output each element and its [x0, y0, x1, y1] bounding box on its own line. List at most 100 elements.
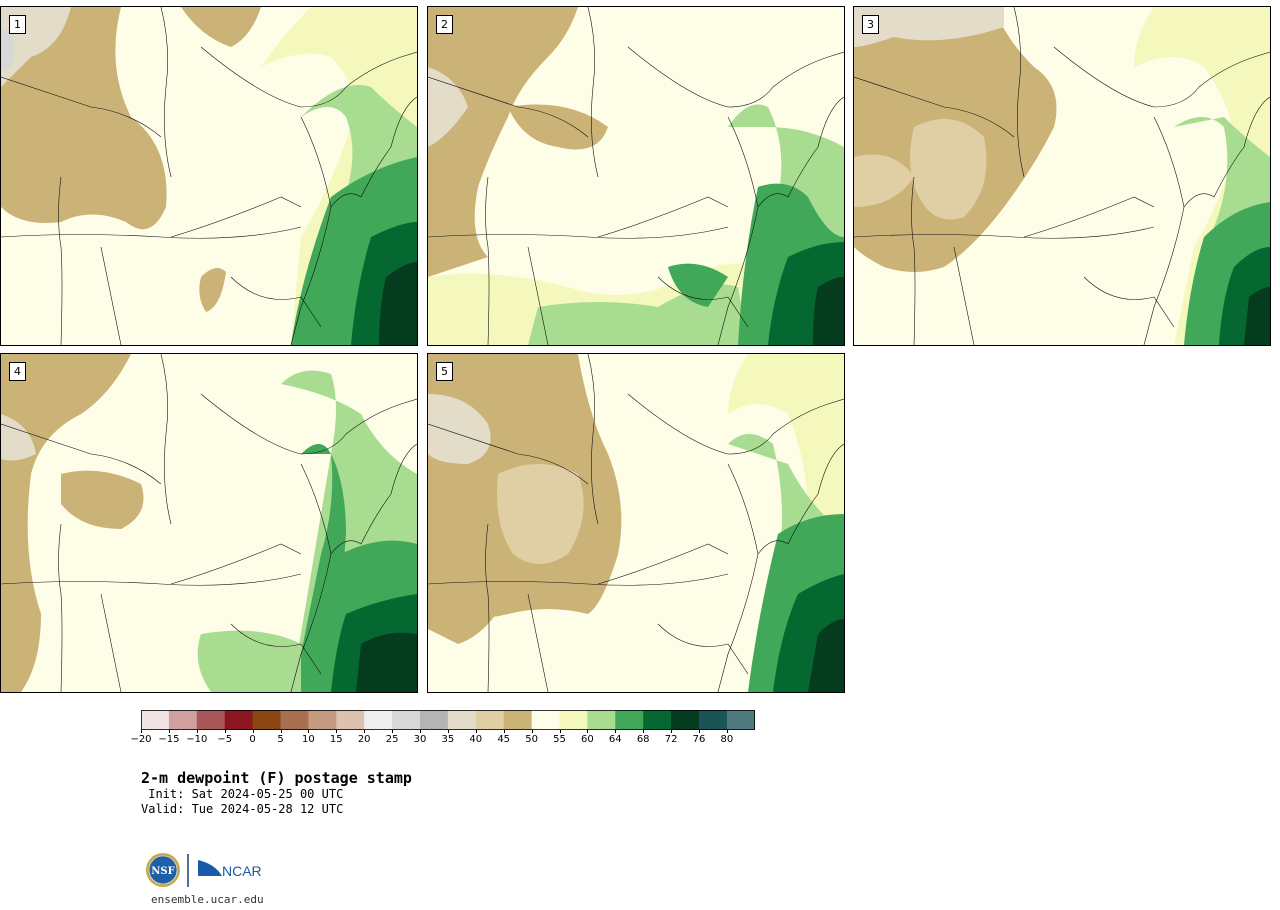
boundary-line — [854, 76, 1015, 138]
dewpoint-region — [1, 414, 36, 461]
colorbar-tick-label: 50 — [525, 734, 538, 745]
colorbar-swatch — [336, 710, 365, 730]
dewpoint-region — [428, 394, 491, 464]
dewpoint-region — [854, 154, 914, 207]
colorbar-swatch — [559, 710, 588, 730]
dewpoint-region — [668, 263, 728, 307]
colorbar-tick-label: 60 — [581, 734, 594, 745]
colorbar-swatch — [392, 710, 421, 730]
boundary-line — [58, 523, 63, 692]
colorbar-tick — [280, 730, 282, 733]
dewpoint-region — [808, 619, 844, 692]
logos: NSF NCAR — [146, 853, 262, 887]
colorbar-tick-label: 0 — [249, 734, 256, 745]
boundary-line — [1, 76, 162, 138]
boundary-line — [1053, 46, 1270, 108]
map-panel-1: 1 — [0, 6, 418, 346]
boundary-line — [230, 623, 322, 675]
colorbar-swatch — [531, 710, 560, 730]
boundary-line — [527, 246, 549, 345]
colorbar-swatch — [447, 710, 477, 730]
boundary-line — [200, 46, 417, 108]
boundary-line — [428, 226, 729, 239]
ncar-logo: NCAR — [198, 860, 262, 879]
dewpoint-region — [61, 470, 144, 529]
boundary-line — [854, 226, 1155, 239]
colorbar-swatch — [615, 710, 644, 730]
boundary-line — [627, 46, 844, 108]
colorbar-tick — [671, 730, 673, 733]
colorbar-tick-label: 10 — [302, 734, 315, 745]
dewpoint-region — [428, 67, 468, 147]
boundary-line — [100, 593, 122, 692]
colorbar-swatch — [726, 710, 755, 730]
boundary-line — [290, 116, 332, 345]
panel-number-label: 2 — [436, 15, 453, 34]
boundary-line — [58, 176, 63, 345]
colorbar-tick — [447, 730, 449, 733]
map-panel-4: 4 — [0, 353, 418, 693]
panel-number-label: 4 — [9, 362, 26, 381]
colorbar-tick-label: −5 — [217, 734, 233, 745]
dewpoint-region — [508, 104, 608, 150]
colorbar-tick-label: 35 — [441, 734, 455, 745]
boundary-line — [527, 593, 549, 692]
colorbar-tick-label: −20 — [130, 734, 152, 745]
dewpoint-map-5 — [428, 354, 844, 692]
svg-text:NCAR: NCAR — [222, 863, 262, 879]
colorbar-swatch — [699, 710, 728, 730]
colorbar-tick-label: −10 — [186, 734, 208, 745]
boundary-line — [290, 463, 332, 692]
colorbar-tick — [224, 730, 226, 733]
init-time: Init: Sat 2024-05-25 00 UTC — [141, 787, 344, 801]
boundary-line — [230, 276, 322, 328]
dewpoint-region — [199, 268, 226, 312]
dewpoint-region — [181, 7, 261, 47]
boundary-line — [1083, 276, 1175, 328]
colorbar-swatch — [196, 710, 226, 730]
panel-number-label: 5 — [436, 362, 453, 381]
dewpoint-region — [197, 630, 301, 692]
boundary-line — [953, 246, 975, 345]
boundary-line — [428, 76, 589, 138]
boundary-line — [170, 543, 302, 585]
boundary-line — [428, 573, 729, 586]
svg-text:NSF: NSF — [151, 866, 174, 877]
colorbar-swatch — [671, 710, 700, 730]
boundary-line — [587, 354, 599, 525]
colorbar-swatch — [280, 710, 309, 730]
boundary-line — [597, 196, 729, 238]
colorbar-tick-label: 30 — [413, 734, 427, 745]
dewpoint-region — [1, 354, 131, 692]
colorbar-tick — [587, 730, 589, 733]
dewpoint-region — [910, 119, 987, 220]
colorbar-swatch — [587, 710, 616, 730]
boundary-line — [717, 116, 759, 345]
colorbar-swatch — [224, 710, 254, 730]
dewpoint-region — [379, 262, 417, 345]
colorbar-tick — [531, 730, 533, 733]
colorbar-tick-label: 76 — [692, 734, 706, 745]
colorbar-swatch — [168, 710, 198, 730]
colorbar-swatch — [364, 710, 393, 730]
colorbar-tick-labels: −20 −15 −10 −5 0 5 10 15 20 25 30 35 40 45 50 55 60 64 68 7… — [130, 730, 781, 746]
dewpoint-region — [1, 7, 167, 230]
colorbar-tick-label: 68 — [636, 734, 650, 745]
colorbar-swatch — [420, 710, 449, 730]
boundary-line — [330, 443, 417, 555]
colorbar-tick-label: 20 — [357, 734, 371, 745]
map-panel-2: 2 — [427, 6, 845, 346]
colorbar-tick-label: 64 — [608, 734, 622, 745]
dewpoint-map-3 — [854, 7, 1270, 345]
dewpoint-region — [428, 7, 578, 277]
boundary-line — [200, 393, 417, 455]
boundary-line — [657, 623, 749, 675]
colorbar-swatch — [141, 710, 170, 730]
boundary-line — [160, 7, 172, 178]
boundary-line — [1, 226, 302, 239]
colorbar-tick-label: −15 — [158, 734, 180, 745]
boundary-line — [1, 573, 302, 586]
boundary-line — [717, 463, 759, 692]
panel-number-label: 3 — [862, 15, 879, 34]
colorbar-swatch — [503, 710, 533, 730]
